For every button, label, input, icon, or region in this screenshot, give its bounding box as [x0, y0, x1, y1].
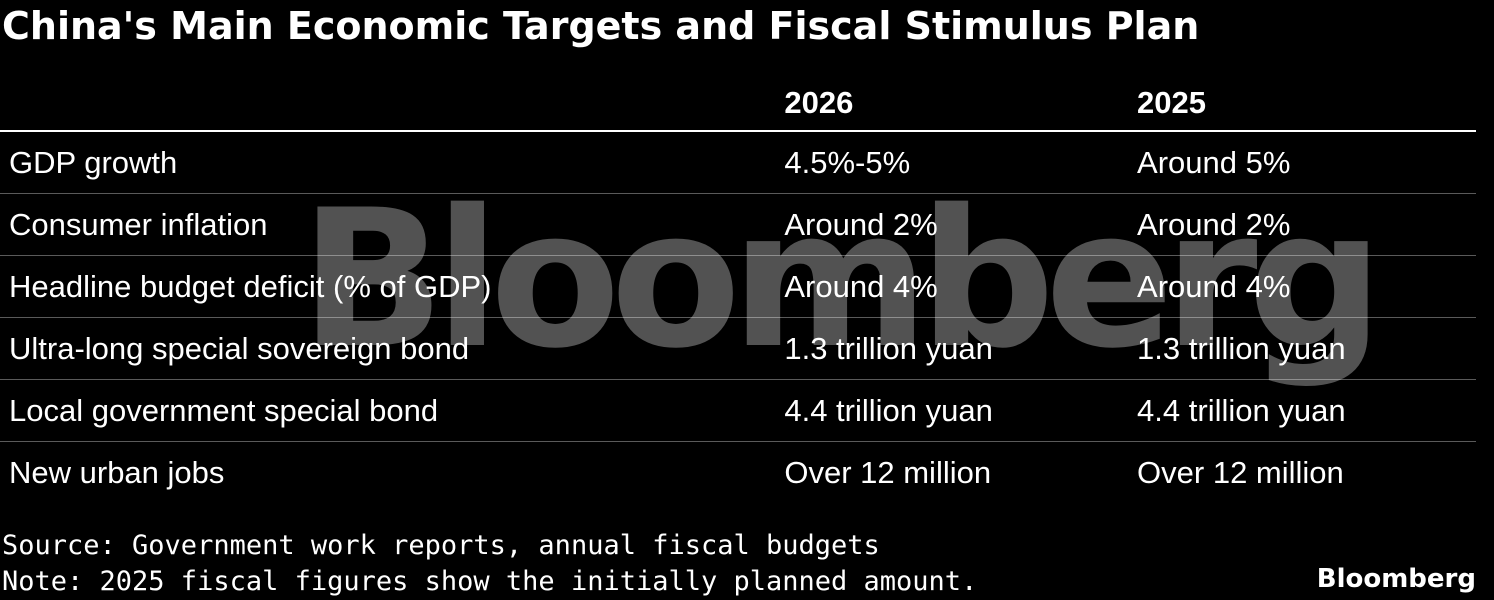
row-label: New urban jobs — [9, 454, 225, 490]
row-label: Local government special bond — [0, 379, 785, 442]
cell-2026: Around 4% — [784, 255, 1138, 318]
header-label-column — [0, 76, 785, 132]
footnote: Note: 2025 fiscal figures show the initi… — [2, 566, 978, 597]
header-2025: 2025 — [1137, 76, 1476, 132]
header-2026: 2026 — [784, 76, 1138, 132]
chart-footer: Source: Government work reports, annual … — [2, 528, 977, 600]
row-label: Consumer inflation — [0, 193, 785, 256]
table-row: New urban jobs Over 12 million Over 12 mil… — [0, 442, 1476, 504]
row-label: Ultra-long special sovereign bond — [0, 317, 785, 380]
table-row: Local government special bond 4.4 trillio… — [0, 379, 1476, 442]
table-body: GDP growth 4.5%-5% Around 5% Consumer infla… — [0, 131, 1476, 503]
cell-2026: Over 12 million — [784, 454, 992, 490]
bloomberg-brand-logo: Bloomberg — [1316, 564, 1476, 594]
cell-2025: Around 2% — [1137, 193, 1476, 256]
cell-2025: Over 12 million — [1137, 454, 1344, 490]
cell-2026: Around 2% — [784, 193, 1138, 256]
table-row: GDP growth 4.5%-5% Around 5% — [0, 131, 1476, 194]
table-row: Consumer inflation Around 2% Around 2% — [0, 193, 1476, 256]
cell-2026: 4.4 trillion yuan — [784, 379, 1138, 442]
cell-2025: 1.3 trillion yuan — [1137, 317, 1476, 380]
table-row: Ultra-long special sovereign bond 1.3 tri… — [0, 317, 1476, 380]
row-label: GDP growth — [0, 131, 785, 194]
cell-2026: 4.5%-5% — [784, 131, 1138, 194]
table-row: Headline budget deficit (% of GDP) Around… — [0, 255, 1476, 318]
cell-2025: 4.4 trillion yuan — [1137, 379, 1476, 442]
cell-2025: Around 4% — [1137, 255, 1476, 318]
row-label: Headline budget deficit (% of GDP) — [0, 255, 785, 318]
cell-2025: Around 5% — [1137, 131, 1476, 194]
table-header-row: 2026 2025 — [0, 76, 1476, 132]
targets-table: 2026 2025 GDP growth 4.5%-5% Around 5% Cons… — [0, 76, 1476, 503]
source-note: Source: Government work reports, annual … — [2, 530, 880, 561]
cell-2026: 1.3 trillion yuan — [784, 317, 1138, 380]
chart-title: China's Main Economic Targets and Fiscal… — [2, 4, 1200, 48]
